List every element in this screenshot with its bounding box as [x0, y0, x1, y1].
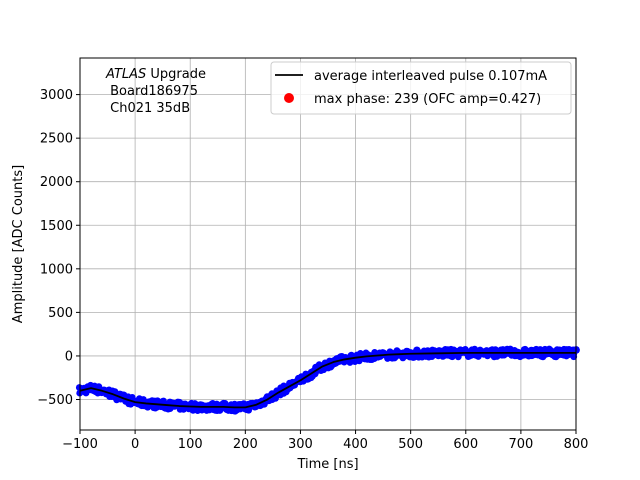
x-tick-label: 600: [453, 437, 478, 452]
axis-ticks: −100 0 100 200 300 400 500 600 700 800 −500 0 500 100…: [37, 88, 588, 452]
sample-point: [245, 406, 253, 414]
annotation: ATLAS Upgrade Board186975 Ch021 35dB: [105, 67, 206, 116]
y-tick-label: −500: [37, 393, 73, 408]
annotation-atlas: ATLAS: [105, 67, 146, 82]
y-tick-label: 1500: [40, 219, 73, 234]
x-tick-label: −100: [62, 437, 98, 452]
y-axis-label: Amplitude [ADC Counts]: [11, 165, 26, 323]
y-tick-label: 500: [48, 306, 73, 321]
x-tick-label: 0: [131, 437, 139, 452]
y-tick-label: 2500: [40, 132, 73, 147]
legend: average interleaved pulse 0.107mA max ph…: [270, 61, 572, 115]
sample-point: [570, 353, 578, 361]
x-tick-label: 100: [178, 437, 203, 452]
y-tick-label: 1000: [40, 262, 73, 277]
plot-frame: [79, 57, 577, 431]
legend-marker-swatch: [284, 93, 294, 103]
x-tick-label: 800: [564, 437, 589, 452]
y-tick-label: 3000: [40, 88, 73, 103]
x-tick-label: 500: [398, 437, 423, 452]
annotation-upgrade: Upgrade: [146, 67, 206, 82]
annotation-line-2: Board186975: [106, 84, 198, 99]
x-tick-label: 700: [508, 437, 533, 452]
y-tick-label: 2000: [40, 175, 73, 190]
legend-entry-average: average interleaved pulse 0.107mA: [314, 69, 547, 84]
plot-series: [75, 345, 580, 415]
legend-entry-max-phase: max phase: 239 (OFC amp=0.427): [314, 92, 541, 107]
x-tick-label: 200: [233, 437, 258, 452]
annotation-line-3: Ch021 35dB: [106, 101, 190, 116]
legend-box: [270, 61, 572, 115]
x-tick-label: 300: [288, 437, 313, 452]
average-pulse-line: [79, 352, 576, 409]
x-tick-label: 400: [343, 437, 368, 452]
y-tick-label: 0: [65, 349, 73, 364]
annotation-line-1: ATLAS Upgrade: [105, 67, 206, 82]
x-axis-label: Time [ns]: [296, 457, 358, 472]
